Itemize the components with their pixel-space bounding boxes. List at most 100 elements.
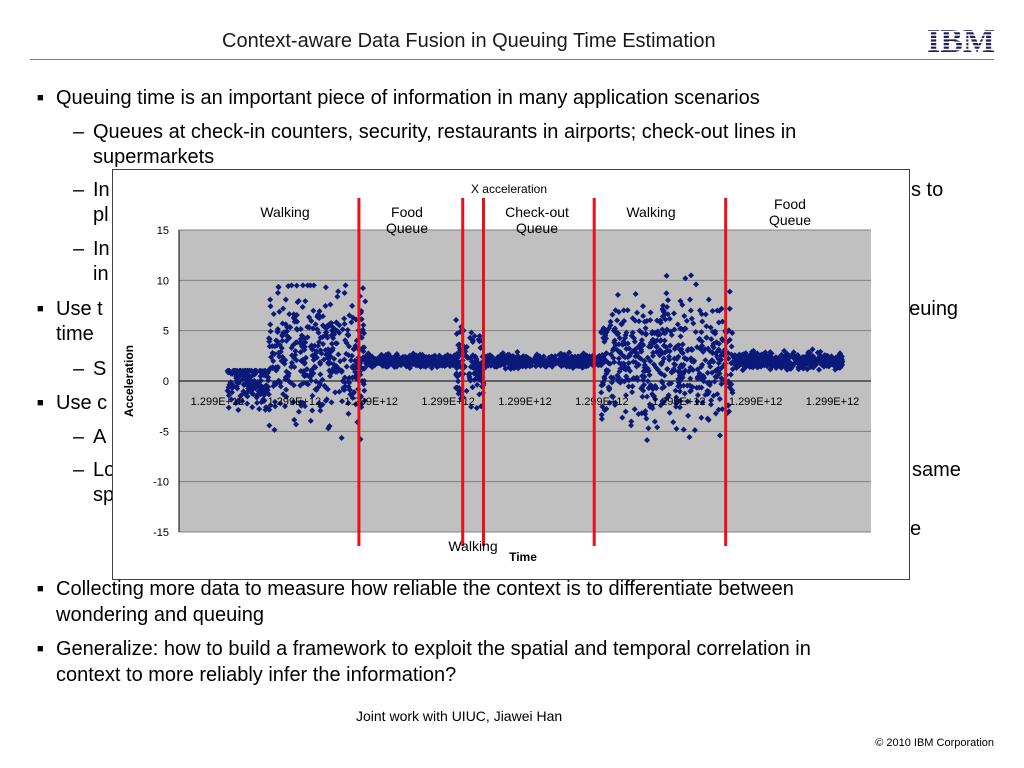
data-point xyxy=(270,310,277,317)
data-point xyxy=(330,361,337,368)
data-point xyxy=(716,432,723,439)
data-point xyxy=(536,353,543,360)
data-point xyxy=(345,332,352,339)
data-point xyxy=(357,436,364,443)
data-point xyxy=(817,353,824,360)
data-point xyxy=(413,352,420,359)
data-point xyxy=(603,335,610,342)
data-point xyxy=(306,314,313,321)
data-point xyxy=(335,288,342,295)
data-point xyxy=(650,349,657,356)
x-tick-label: 1.299E+12 xyxy=(421,396,475,408)
data-point xyxy=(348,352,355,359)
data-point xyxy=(453,317,460,324)
data-point xyxy=(287,324,294,331)
data-point xyxy=(680,327,687,334)
data-point xyxy=(279,332,286,339)
data-point xyxy=(632,317,639,324)
data-point xyxy=(809,346,816,353)
data-point xyxy=(344,326,351,333)
data-point xyxy=(281,403,288,410)
data-point xyxy=(644,378,651,385)
bullet-1: Queuing time is an important piece of in… xyxy=(56,87,760,109)
data-point xyxy=(406,364,413,371)
data-point xyxy=(316,400,323,407)
data-point xyxy=(809,358,816,365)
data-point xyxy=(299,282,306,289)
data-point xyxy=(325,346,332,353)
data-point xyxy=(702,391,709,398)
data-point xyxy=(361,387,368,394)
data-point xyxy=(229,389,236,396)
data-point xyxy=(663,326,670,333)
data-point xyxy=(509,353,516,360)
data-point xyxy=(664,304,671,311)
data-point xyxy=(598,411,605,418)
data-point xyxy=(663,290,670,297)
data-point xyxy=(267,303,274,310)
data-point xyxy=(225,369,232,376)
data-point xyxy=(775,354,782,361)
data-point xyxy=(583,352,590,359)
data-point xyxy=(705,416,712,423)
data-point xyxy=(681,390,688,397)
sub-bullet-3-2-tail: same xyxy=(912,459,961,481)
acceleration-chart: 15 10 5 0 -5 -10 -15 1.299E+12 1.299E+12 1.299E+1… xyxy=(122,182,871,564)
data-point xyxy=(780,360,787,367)
data-point xyxy=(673,344,680,351)
x-tick-label: 1.299E+12 xyxy=(344,396,398,408)
data-point xyxy=(299,304,306,311)
data-point xyxy=(800,354,807,361)
data-point xyxy=(370,356,377,363)
data-point xyxy=(660,355,667,362)
data-point xyxy=(639,342,646,349)
data-point xyxy=(484,353,491,360)
data-point xyxy=(358,357,365,364)
data-point xyxy=(635,343,642,350)
data-point xyxy=(658,370,665,377)
data-point xyxy=(303,366,310,373)
data-point xyxy=(294,326,301,333)
data-point xyxy=(608,374,615,381)
data-point xyxy=(803,354,810,361)
bullet-2: Use t xyxy=(56,298,103,320)
data-point xyxy=(569,358,576,365)
data-point xyxy=(662,316,669,323)
data-point xyxy=(816,366,823,373)
x-tick-label: 1.299E+12 xyxy=(652,396,706,408)
data-point xyxy=(698,364,705,371)
data-point xyxy=(321,356,328,363)
data-point xyxy=(666,409,673,416)
sub-bullet-1-2-cont: pl xyxy=(93,204,109,226)
data-point xyxy=(309,392,316,399)
data-point xyxy=(328,399,335,406)
data-point xyxy=(611,325,618,332)
data-point xyxy=(687,307,694,314)
data-point xyxy=(684,347,691,354)
data-point xyxy=(350,346,357,353)
data-point xyxy=(786,365,793,372)
data-point xyxy=(393,351,400,358)
bullet-icon: ■ xyxy=(37,643,44,655)
data-point xyxy=(614,372,621,379)
data-point xyxy=(631,338,638,345)
data-point xyxy=(476,391,483,398)
data-point xyxy=(276,308,283,315)
data-point xyxy=(360,285,367,292)
data-point xyxy=(676,388,683,395)
dash-icon: – xyxy=(73,426,85,448)
data-point xyxy=(692,328,699,335)
data-point xyxy=(673,425,680,432)
data-point xyxy=(228,396,235,403)
data-point xyxy=(297,325,304,332)
data-point xyxy=(560,351,567,358)
data-point xyxy=(261,383,268,390)
data-point xyxy=(732,353,739,360)
data-point xyxy=(474,381,481,388)
data-point xyxy=(312,364,319,371)
data-point xyxy=(622,392,629,399)
data-point xyxy=(343,350,350,357)
data-point xyxy=(619,414,626,421)
data-point xyxy=(453,330,460,337)
data-point xyxy=(313,354,320,361)
